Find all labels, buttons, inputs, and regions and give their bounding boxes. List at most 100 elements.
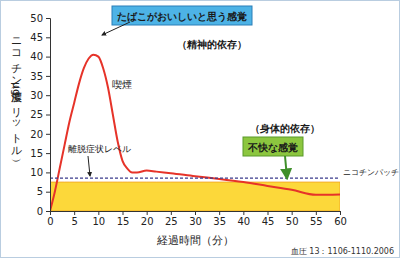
tick-label: 25 <box>165 216 178 227</box>
tick: 45 <box>30 32 50 43</box>
source: 血圧 13：1106-1110.2006 <box>291 247 394 256</box>
series-label: 離脱症状レベル <box>68 144 131 154</box>
plot: 0 5 10 15 20 25 30 35 40 45 50 0 5 10 15 20 25 30 35 40 45 50… <box>30 13 347 227</box>
x-axis-title: 経過時間（分） <box>156 234 234 247</box>
annotation-box <box>243 137 303 156</box>
tick: 55 <box>310 211 323 227</box>
line-series <box>50 178 340 179</box>
tick-mark <box>46 211 50 212</box>
tick-mark <box>46 153 50 154</box>
tick-mark <box>46 95 50 96</box>
tick-label: 45 <box>262 216 275 227</box>
tick-label: 10 <box>30 167 43 178</box>
tick-mark <box>50 211 51 215</box>
tick: 0 <box>47 211 53 227</box>
line-series <box>50 55 340 211</box>
tick: 25 <box>165 211 178 227</box>
tick-mark <box>268 211 269 215</box>
tick: 15 <box>117 211 130 227</box>
tick-mark <box>46 57 50 58</box>
annotation-text: （精神的依存） <box>177 39 247 50</box>
tick-mark <box>98 211 99 215</box>
tick-mark <box>243 211 244 215</box>
tick-mark <box>316 211 317 215</box>
tick-mark <box>74 211 75 215</box>
annotation-box <box>112 6 252 25</box>
label-arrow <box>88 156 90 176</box>
annotation-text: （身体的依存） <box>250 123 320 134</box>
tick-label: 15 <box>117 216 130 227</box>
tick: 25 <box>30 109 50 120</box>
tick-label: 55 <box>310 216 323 227</box>
tick-label: 10 <box>92 216 105 227</box>
tick: 35 <box>30 71 50 82</box>
frame <box>1 1 400 258</box>
tick-label: 5 <box>71 216 77 227</box>
tick: 50 <box>30 13 50 24</box>
y-axis: 0 5 10 15 20 25 30 35 40 45 50 <box>30 13 50 217</box>
annotation-text: 不快な感覚 <box>247 142 298 154</box>
tick-label: 40 <box>30 51 43 62</box>
tick-mark <box>46 172 50 173</box>
axis-line <box>46 19 51 212</box>
tick-mark <box>46 37 50 38</box>
series-label: 喫煙 <box>112 79 132 90</box>
tick-mark <box>171 211 172 215</box>
tick: 30 <box>189 211 202 227</box>
tick-mark <box>219 211 220 215</box>
tick-label: 35 <box>213 216 226 227</box>
annotation: 不快な感覚 <box>243 137 303 178</box>
tick-mark <box>147 211 148 215</box>
tick-mark <box>195 211 196 215</box>
tick: 20 <box>141 211 154 227</box>
tick: 20 <box>30 129 50 140</box>
tick-label: 25 <box>30 109 43 120</box>
tick: 0 <box>37 206 50 217</box>
tick-label: 0 <box>37 206 43 217</box>
marks <box>50 55 340 211</box>
tick-mark <box>340 211 341 215</box>
tick-label: 30 <box>30 90 43 101</box>
annotation-text: たばこがおいしいと思う感覚 <box>117 11 247 23</box>
area-series <box>50 182 340 211</box>
tick: 40 <box>30 51 50 62</box>
annotation: （身体的依存） <box>250 123 320 134</box>
x-axis: 0 5 10 15 20 25 30 35 40 45 50 55 60 <box>47 211 347 227</box>
tick-mark <box>123 211 124 215</box>
tick: 45 <box>262 211 275 227</box>
tick-label: 60 <box>334 216 347 227</box>
tick-mark <box>46 192 50 193</box>
tick: 40 <box>237 211 250 227</box>
tick: 10 <box>30 167 50 178</box>
tick: 60 <box>334 211 347 227</box>
tick-label: 0 <box>47 216 53 227</box>
series-label: ニコチンパッチ <box>343 168 399 177</box>
tick-mark <box>46 134 50 135</box>
tick-label: 5 <box>37 186 43 197</box>
y-axis-title: ニコチン濃度（μg/リットル） <box>10 30 23 162</box>
tick-mark <box>46 76 50 77</box>
tick-label: 50 <box>30 13 43 24</box>
tick-label: 50 <box>286 216 299 227</box>
tick-mark <box>46 18 50 19</box>
tick-label: 20 <box>141 216 154 227</box>
tick-mark <box>292 211 293 215</box>
annotation: たばこがおいしいと思う感覚 <box>102 6 252 35</box>
tick-label: 35 <box>30 71 43 82</box>
axis-line <box>51 212 341 216</box>
tick: 10 <box>92 211 105 227</box>
chart: 0 5 10 15 20 25 30 35 40 45 50 0 5 10 15 20 25 30 35 40 45 50… <box>0 0 400 258</box>
annotation: （精神的依存） <box>177 39 247 50</box>
tick-label: 30 <box>189 216 202 227</box>
tick: 15 <box>30 148 50 159</box>
tick: 30 <box>30 90 50 101</box>
tick: 50 <box>286 211 299 227</box>
tick: 35 <box>213 211 226 227</box>
annotation-arrow <box>102 22 130 35</box>
tick-label: 40 <box>237 216 250 227</box>
tick-label: 45 <box>30 32 43 43</box>
tick-mark <box>46 115 50 116</box>
tick: 5 <box>71 211 77 227</box>
tick: 5 <box>37 186 50 197</box>
annotation-arrow <box>285 156 287 178</box>
